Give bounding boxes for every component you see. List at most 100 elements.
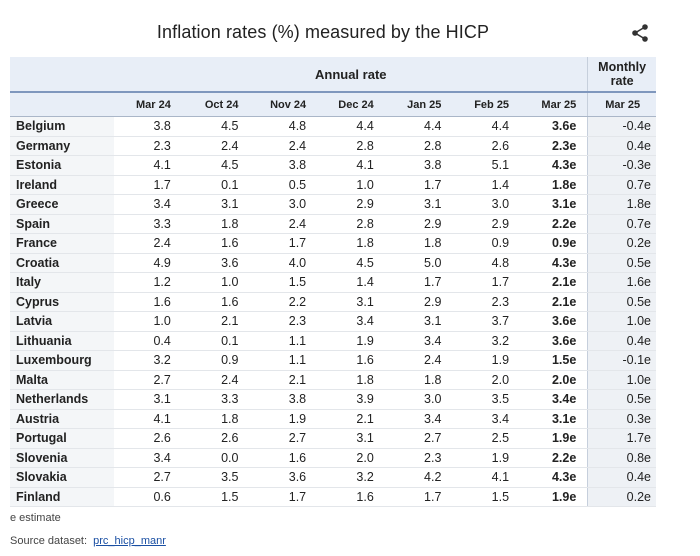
annual-rate-cell: 3.2 [452,331,521,351]
annual-rate-cell: 2.2e [520,448,588,468]
annual-rate-cell: 3.6 [181,253,250,273]
table-row: Belgium 3.8 4.5 4.8 4.4 4.4 4.4 3.6e -0.4e [10,116,656,137]
column-header: Dec 24 [317,91,385,117]
annual-rate-cell: 3.2 [317,467,385,488]
country-cell: Belgium [10,116,115,137]
annual-rate-cell: 1.1 [249,331,318,351]
annual-rate-cell: 2.3 [452,292,521,312]
share-icon[interactable] [630,23,650,43]
monthly-rate-cell: 1.0e [587,370,656,390]
annual-rate-cell: 1.7 [249,233,318,254]
table-row: Latvia 1.0 2.1 2.3 3.4 3.1 3.7 3.6e 1.0e [10,311,656,332]
annual-rate-cell: 2.4 [181,136,250,156]
annual-rate-cell: 3.5 [452,389,521,410]
column-header: Mar 24 [114,91,182,117]
header-blank [10,57,115,92]
annual-rate-cell: 3.1 [181,194,250,215]
monthly-rate-cell: 0.3e [587,409,656,429]
monthly-rate-cell: 1.6e [587,272,656,293]
annual-rate-cell: 1.9 [452,350,521,371]
annual-rate-cell: 2.1 [181,311,250,332]
annual-rate-cell: 3.9 [317,389,385,410]
annual-rate-cell: 3.4e [520,389,588,410]
annual-rate-cell: 1.5e [520,350,588,371]
annual-rate-cell: 1.7 [249,487,318,507]
annual-rate-cell: 2.2e [520,214,588,234]
country-cell: Germany [10,136,115,156]
inflation-table: Annual rate Monthly rate Mar 24 Oct 24 N… [10,57,656,507]
annual-rate-cell: 4.3e [520,253,588,273]
annual-rate-cell: 0.0 [181,448,250,468]
country-cell: Greece [10,194,115,215]
annual-rate-cell: 2.0e [520,370,588,390]
annual-rate-cell: 1.9 [317,331,385,351]
annual-rate-cell: 2.3 [249,311,318,332]
source-dataset-link[interactable]: prc_hicp_manr [93,535,166,547]
column-header: Nov 24 [249,91,318,117]
annual-rate-cell: 2.9 [452,214,521,234]
annual-rate-cell: 2.1 [317,409,385,429]
annual-rate-cell: 1.5 [249,272,318,293]
annual-rate-cell: 4.1 [452,467,521,488]
annual-rate-cell: 2.3 [114,136,182,156]
annual-rate-cell: 3.1 [384,311,453,332]
annual-rate-cell: 1.6 [114,292,182,312]
annual-rate-cell: 3.1 [317,428,385,449]
annual-rate-cell: 3.4 [317,311,385,332]
annual-rate-cell: 2.9 [317,194,385,215]
annual-rate-cell: 1.1 [249,350,318,371]
annual-rate-cell: 0.6 [114,487,182,507]
annual-rate-cell: 0.9 [181,350,250,371]
annual-rate-cell: 3.0 [249,194,318,215]
table-row: Lithuania 0.4 0.1 1.1 1.9 3.4 3.2 3.6e 0.4e [10,331,656,351]
annual-rate-cell: 2.1e [520,272,588,293]
annual-rate-cell: 1.7 [384,272,453,293]
annual-rate-cell: 2.6 [114,428,182,449]
monthly-rate-cell: 0.5e [587,292,656,312]
monthly-rate-header: Monthly rate [587,57,656,92]
annual-rate-cell: 2.4 [114,233,182,254]
annual-rate-cell: 0.1 [181,331,250,351]
annual-rate-cell: 1.8 [317,370,385,390]
table-row: Italy 1.2 1.0 1.5 1.4 1.7 1.7 2.1e 1.6e [10,272,656,293]
annual-rate-cell: 1.5 [181,487,250,507]
annual-rate-cell: 3.3 [114,214,182,234]
annual-rate-cell: 5.1 [452,155,521,176]
annual-rate-cell: 2.2 [249,292,318,312]
country-cell: Cyprus [10,292,115,312]
annual-rate-cell: 2.7 [249,428,318,449]
annual-rate-cell: 1.6 [317,350,385,371]
table-row: Ireland 1.7 0.1 0.5 1.0 1.7 1.4 1.8e 0.7e [10,175,656,195]
annual-rate-cell: 3.5 [181,467,250,488]
annual-rate-cell: 3.0 [384,389,453,410]
annual-rate-cell: 3.1 [114,389,182,410]
country-cell: Slovakia [10,467,115,488]
annual-rate-cell: 5.0 [384,253,453,273]
annual-rate-cell: 3.8 [249,155,318,176]
annual-rate-header: Annual rate [114,57,588,92]
annual-rate-cell: 3.8 [114,116,182,137]
annual-rate-cell: 2.4 [181,370,250,390]
annual-rate-cell: 2.0 [452,370,521,390]
column-header: Jan 25 [384,91,453,117]
monthly-rate-cell: -0.3e [587,155,656,176]
monthly-rate-cell: 1.7e [587,428,656,449]
country-cell: Slovenia [10,448,115,468]
annual-rate-cell: 1.7 [384,487,453,507]
country-cell: Portugal [10,428,115,449]
annual-rate-cell: 3.4 [384,409,453,429]
monthly-rate-cell: 0.8e [587,448,656,468]
monthly-rate-cell: -0.1e [587,350,656,371]
annual-rate-cell: 4.1 [114,155,182,176]
annual-rate-cell: 3.3 [181,389,250,410]
annual-rate-cell: 3.6e [520,331,588,351]
country-cell: Croatia [10,253,115,273]
annual-rate-cell: 1.0 [114,311,182,332]
annual-rate-cell: 3.0 [452,194,521,215]
annual-rate-cell: 3.4 [384,331,453,351]
table-row: Finland 0.6 1.5 1.7 1.6 1.7 1.5 1.9e 0.2e [10,487,656,507]
monthly-rate-cell: 0.4e [587,467,656,488]
annual-rate-cell: 4.5 [181,155,250,176]
annual-rate-cell: 2.5 [452,428,521,449]
annual-rate-cell: 2.4 [249,136,318,156]
